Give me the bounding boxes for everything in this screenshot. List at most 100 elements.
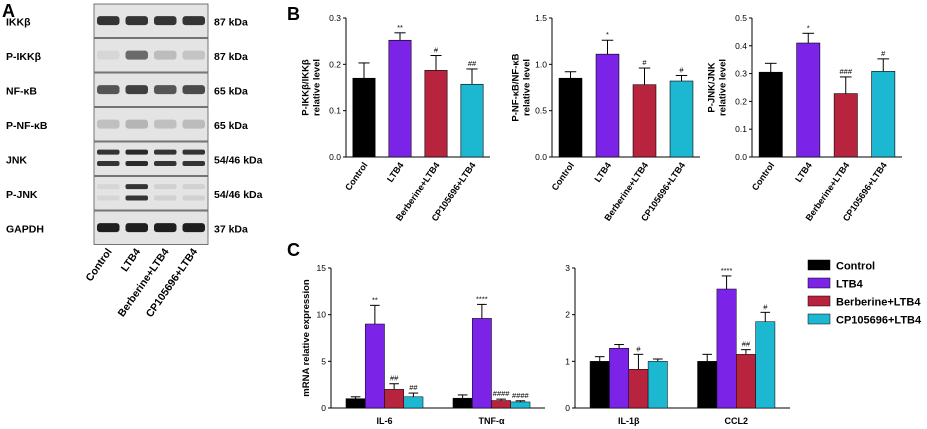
x-tick-label: TNF-α bbox=[478, 416, 504, 426]
bar-control bbox=[758, 71, 783, 158]
blot-band bbox=[182, 195, 205, 201]
significance-label: #### bbox=[512, 391, 530, 400]
blot-band bbox=[154, 160, 177, 166]
bar-berberine-ltb4 bbox=[833, 93, 858, 158]
legend-label: Control bbox=[836, 261, 875, 273]
bar-ccl2-series-3 bbox=[755, 321, 776, 409]
legend: Control LTB4 Berberine+LTB4 CP105696+LTB4 bbox=[807, 259, 922, 327]
y-axis-label-line: P-NF-κB/NF-κB bbox=[511, 53, 522, 121]
blot-band bbox=[125, 50, 148, 60]
blot-band bbox=[154, 16, 177, 26]
bar-tnf--series-1 bbox=[471, 318, 492, 409]
significance-label: #### bbox=[493, 389, 511, 398]
significance-label: # bbox=[679, 65, 684, 74]
blot-kda-label: 54/46 kDa bbox=[214, 154, 263, 166]
y-axis-label-line: relative level bbox=[718, 59, 729, 116]
legend-label: Berberine+LTB4 bbox=[836, 297, 921, 309]
x-tick-label: IL-6 bbox=[376, 416, 392, 426]
bar-berberine-ltb4 bbox=[424, 70, 448, 158]
significance-label: # bbox=[636, 344, 641, 353]
y-tick-label: 0.4 bbox=[735, 41, 747, 51]
bar-il-6-series-0 bbox=[345, 398, 366, 409]
y-axis-label-line: P-IKKβ/IKKβ bbox=[301, 59, 312, 116]
y-axis-label-line: mRNA relative expression bbox=[301, 279, 312, 397]
y-tick-label: 3 bbox=[565, 263, 570, 273]
blot-row-label: JNK bbox=[6, 154, 27, 166]
blot-band bbox=[125, 149, 148, 155]
y-tick-label: 1.0 bbox=[535, 59, 547, 69]
x-tick-label: LTB4 bbox=[592, 160, 613, 184]
blot-band bbox=[97, 223, 120, 233]
blot-band bbox=[125, 16, 148, 26]
significance-label: # bbox=[434, 46, 439, 55]
legend-swatch bbox=[807, 277, 831, 289]
y-tick-label: 0 bbox=[321, 403, 326, 413]
blot-band bbox=[182, 85, 205, 95]
y-tick-label: 0.0 bbox=[535, 152, 547, 162]
blot-band bbox=[97, 119, 120, 129]
significance-label: **** bbox=[721, 266, 733, 275]
bar-il-1--series-1 bbox=[609, 348, 630, 409]
y-axis-label: P-IKKβ/IKKβrelative level bbox=[301, 59, 323, 116]
y-tick-label: 0.3 bbox=[329, 13, 341, 23]
blot-band bbox=[182, 16, 205, 26]
legend-label: CP105696+LTB4 bbox=[836, 315, 922, 327]
blot-lane-label: Berberine+LTB4 bbox=[116, 246, 172, 319]
y-tick-label: 10 bbox=[317, 310, 327, 320]
blot-lane-label: LTB4 bbox=[119, 246, 144, 274]
bar-ccl2-series-0 bbox=[697, 361, 718, 409]
y-tick-label: 0.5 bbox=[735, 13, 747, 23]
blot-row-label: P-NF-κB bbox=[6, 120, 48, 132]
x-tick-label: CCL2 bbox=[724, 416, 748, 426]
blot-kda-label: 65 kDa bbox=[214, 85, 248, 97]
chart-p-nfkb-ratio: 0.0 0.5 1.0 1.5 P-NF-κB/NF-κBrelative level C… bbox=[511, 13, 700, 223]
bar-cp105696-ltb4 bbox=[460, 83, 484, 158]
y-tick-label: 0.2 bbox=[329, 59, 341, 69]
blot-band bbox=[154, 119, 177, 129]
bar-control bbox=[558, 77, 583, 158]
y-tick-label: 2 bbox=[565, 310, 570, 320]
y-tick-label: 1 bbox=[565, 356, 570, 366]
blot-band bbox=[97, 50, 120, 60]
bar-tnf--series-3 bbox=[510, 401, 531, 409]
y-tick-label: 0.1 bbox=[329, 106, 341, 116]
blot-band bbox=[125, 160, 148, 166]
y-tick-label: 0.3 bbox=[735, 69, 747, 79]
bar-ltb4 bbox=[796, 42, 821, 158]
blot-strip bbox=[93, 141, 209, 176]
blot-kda-label: 37 kDa bbox=[214, 223, 248, 235]
blot-row-label: P-JNK bbox=[6, 189, 38, 201]
x-tick-label: IL-1β bbox=[618, 416, 640, 426]
bar-tnf--series-2 bbox=[491, 400, 512, 409]
bar-cp105696-ltb4 bbox=[669, 80, 694, 158]
x-tick-label: Control bbox=[550, 160, 577, 192]
blot-band bbox=[97, 149, 120, 155]
significance-label: ## bbox=[390, 374, 399, 383]
chart-p-ikkb-ratio: 0.0 0.1 0.2 0.3 P-IKKβ/IKKβrelative level Con… bbox=[301, 13, 490, 223]
blot-band bbox=[97, 195, 120, 201]
x-tick-label: Control bbox=[343, 160, 370, 192]
blot-band bbox=[97, 160, 120, 166]
y-tick-label: 15 bbox=[317, 263, 327, 273]
y-tick-label: 0.0 bbox=[329, 152, 341, 162]
chart-p-jnk-ratio: 0.0 0.1 0.2 0.3 0.4 0.5 P-JNK/JNKrelative leve… bbox=[707, 13, 902, 223]
legend-swatch bbox=[807, 295, 831, 307]
y-tick-label: 1.5 bbox=[535, 13, 547, 23]
bar-il-1--series-0 bbox=[589, 361, 610, 409]
y-tick-label: 0.2 bbox=[735, 96, 747, 106]
blot-kda-label: 87 kDa bbox=[214, 16, 248, 28]
y-tick-label: 0 bbox=[565, 403, 570, 413]
panel-letter-b: B bbox=[287, 4, 300, 24]
x-tick-label: LTB4 bbox=[793, 160, 814, 184]
significance-label: # bbox=[881, 49, 886, 58]
blot-band bbox=[125, 85, 148, 95]
significance-label: ## bbox=[409, 383, 418, 392]
significance-label: ## bbox=[742, 340, 751, 349]
blot-row-label: GAPDH bbox=[6, 223, 44, 235]
blot-band bbox=[97, 16, 120, 26]
y-axis-label: P-NF-κB/NF-κBrelative level bbox=[511, 53, 533, 121]
blot-band bbox=[154, 195, 177, 201]
significance-label: * bbox=[606, 30, 609, 39]
legend-label: LTB4 bbox=[836, 279, 864, 291]
